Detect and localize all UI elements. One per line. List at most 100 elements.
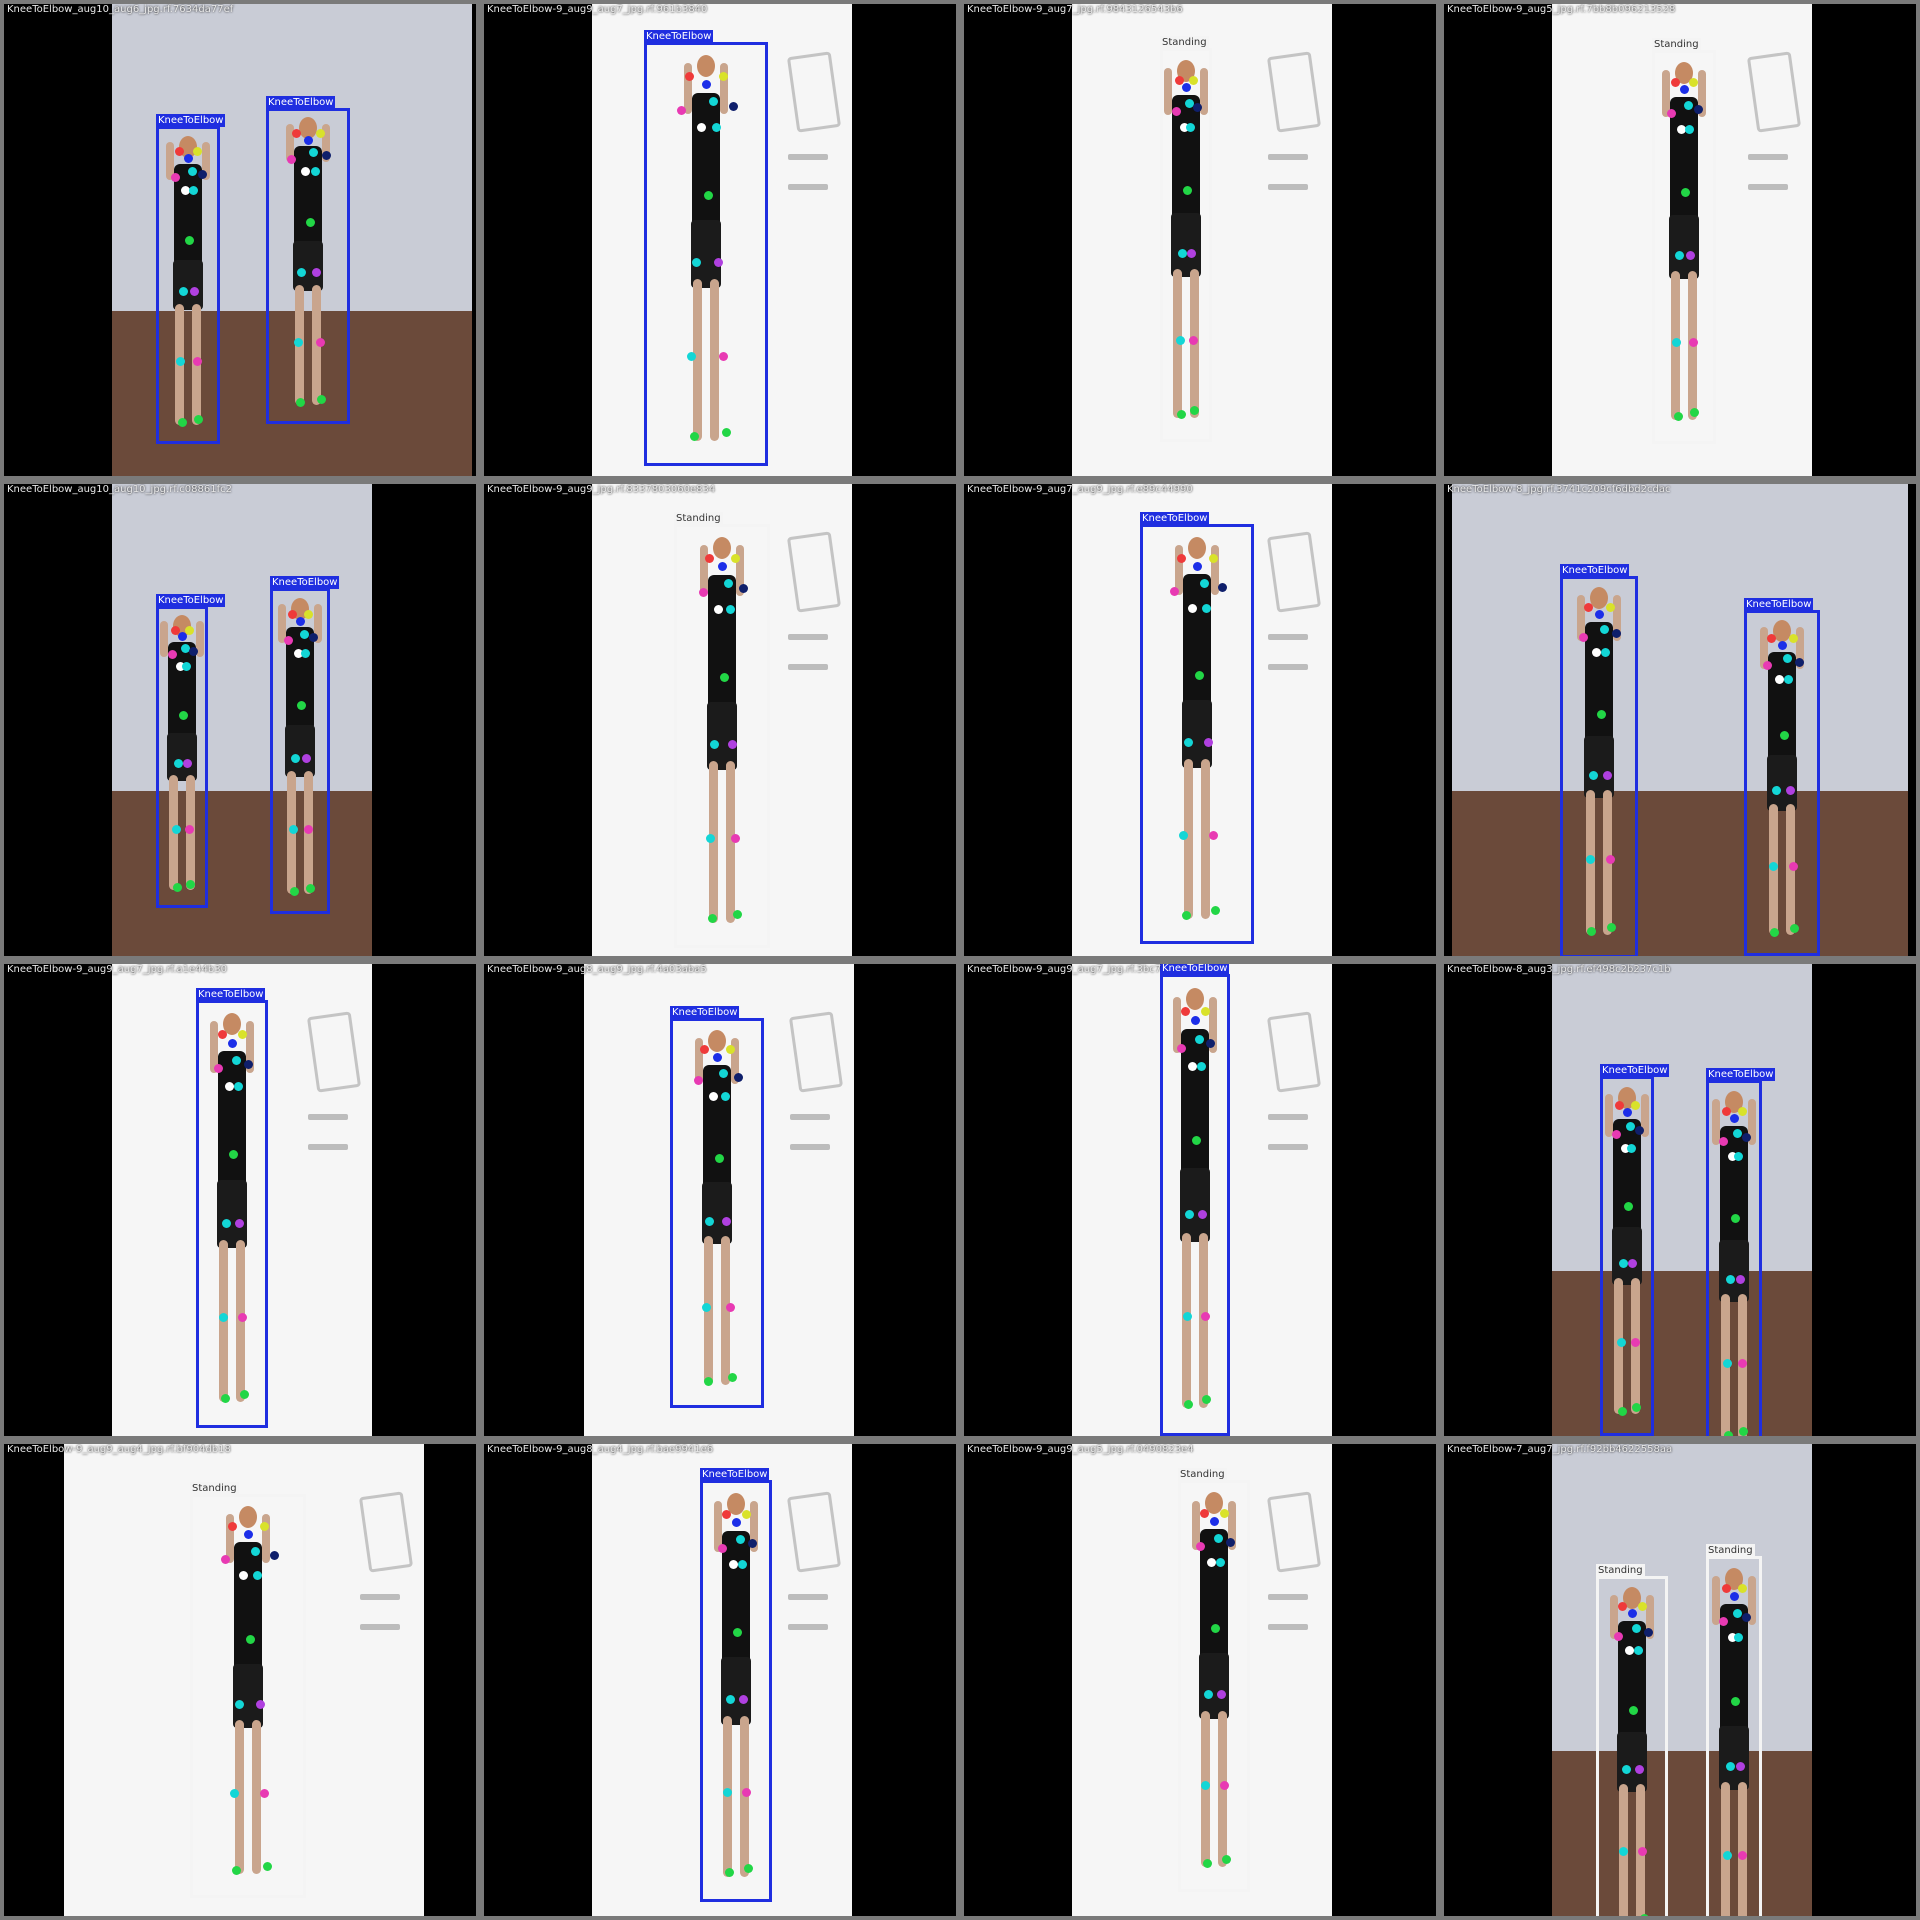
mosaic-tile: KneeToElbow KneeToElbow-9_aug9_aug7_jpg.r… (4, 964, 476, 1436)
pose-keypoint (697, 122, 707, 132)
pose-keypoint (1599, 625, 1609, 635)
pose-keypoint (1788, 633, 1798, 643)
watermark-scribble (308, 1144, 348, 1150)
pose-keypoint (1723, 1358, 1733, 1368)
tile-filename: KneeToElbow-9_aug5_jpg.rf.7bb8b096213528 (1447, 4, 1676, 15)
pose-keypoint (1193, 562, 1202, 571)
pose-keypoint (1196, 1062, 1206, 1072)
pose-keypoint (288, 825, 298, 835)
person-shorts (702, 1181, 732, 1245)
pose-keypoint (305, 883, 315, 893)
tile-filename: KneeToElbow-9_aug8_aug9_jpg.rf.4a03aba5 (487, 964, 707, 975)
pose-keypoint (170, 626, 180, 636)
pose-keypoint (1738, 1427, 1748, 1436)
pose-keypoint (1186, 122, 1196, 132)
person-head (299, 117, 317, 140)
pose-keypoint (714, 604, 724, 614)
pose-keypoint (1771, 785, 1781, 795)
tile-filename: KneeToElbow_aug10_aug6_jpg.rf.7634da77ef (7, 4, 234, 15)
mosaic-tile: KneeToElbow KneeToElbow KneeToElbow-8_jpg.… (1444, 484, 1916, 956)
pose-keypoint (1785, 785, 1795, 795)
tile-filename: KneeToElbow-9_aug7_jpg.rf.9843126543b6 (967, 4, 1183, 15)
pose-keypoint (717, 1543, 727, 1553)
mosaic-tile: KneeToElbow KneeToElbow-9_aug8_aug4_jpg.r… (484, 1444, 956, 1916)
pose-keypoint (1683, 101, 1693, 111)
detection-box: KneeToElbow (644, 30, 768, 466)
pose-keypoint (228, 1038, 237, 1048)
mosaic-tile: KneeToElbow KneeToElbow KneeToElbow_aug10_… (4, 4, 476, 476)
pose-keypoint (1591, 648, 1601, 658)
pose-keypoint (1225, 1537, 1235, 1547)
watermark-scribble (788, 184, 828, 190)
pose-keypoint (1217, 1690, 1227, 1700)
person-arm (1192, 1500, 1200, 1551)
background-floor (1452, 790, 1908, 956)
pose-keypoint (1202, 604, 1212, 613)
person-arm (1641, 1094, 1649, 1138)
pose-keypoint (1202, 1395, 1212, 1405)
pose-keypoint (1185, 99, 1195, 109)
pose-keypoint (178, 632, 187, 642)
background-wall (112, 484, 372, 791)
pose-keypoint (1195, 1034, 1205, 1044)
pose-keypoint (726, 1695, 736, 1705)
pose-keypoint (309, 632, 319, 642)
detection-box: KneeToElbow (196, 988, 268, 1428)
person-shorts (1584, 736, 1614, 798)
person-arm (262, 1514, 270, 1563)
detection-label: Standing (1652, 38, 1701, 51)
pose-keypoint (1617, 1406, 1627, 1416)
person-leg (710, 279, 719, 441)
pose-keypoint (213, 1064, 223, 1074)
pose-keypoint (713, 1053, 722, 1062)
detection-box: Standing (190, 1482, 306, 1898)
person-arm (1662, 69, 1670, 117)
person-arm (202, 141, 210, 181)
mosaic-tile: KneeToElbow KneeToElbow-9_aug9_aug7_jpg.r… (484, 4, 956, 476)
pose-keypoint (260, 1788, 270, 1798)
person-shorts (1719, 1240, 1749, 1302)
person-head (239, 1506, 257, 1529)
person-arm (1748, 1576, 1756, 1625)
pose-keypoint (1218, 583, 1228, 592)
person-shorts (233, 1663, 263, 1729)
person-shorts (285, 724, 315, 778)
pose-keypoint (176, 357, 186, 367)
pose-keypoint (181, 644, 191, 654)
mosaic-tile: KneeToElbow KneeToElbow-9_aug8_aug9_jpg.r… (484, 964, 956, 1436)
person-leg (1738, 1782, 1747, 1916)
detection-label: KneeToElbow (196, 988, 266, 1001)
person-figure (644, 42, 768, 466)
pose-keypoint (1195, 671, 1205, 681)
pose-keypoint (1742, 1612, 1752, 1622)
pose-keypoint (225, 1081, 235, 1091)
pose-keypoint (1737, 1106, 1747, 1116)
pose-keypoint (1601, 648, 1611, 658)
person-head (697, 54, 715, 77)
pose-keypoint (1667, 109, 1677, 119)
pose-keypoint (1202, 1859, 1212, 1869)
person-shorts (1767, 755, 1797, 811)
pose-keypoint (1762, 661, 1772, 671)
person-shorts (1171, 213, 1201, 277)
pose-keypoint (295, 397, 305, 407)
pose-keypoint (687, 351, 697, 361)
pose-keypoint (1170, 587, 1180, 597)
person-leg (726, 761, 735, 923)
pose-keypoint (262, 1861, 272, 1871)
pose-keypoint (1742, 1133, 1752, 1143)
background-floor (64, 1750, 424, 1916)
pose-keypoint (317, 394, 327, 404)
watermark-scribble (360, 1594, 400, 1600)
person-arm (1712, 1576, 1720, 1625)
pose-keypoint (733, 910, 743, 920)
pose-keypoint (709, 97, 719, 107)
pose-keypoint (1737, 1584, 1747, 1594)
pose-keypoint (1181, 910, 1191, 920)
pose-keypoint (253, 1570, 263, 1580)
background-floor (112, 790, 372, 956)
pose-keypoint (1688, 77, 1698, 87)
pose-keypoint (181, 185, 191, 195)
pose-keypoint (239, 1570, 249, 1580)
detection-label: Standing (1160, 36, 1209, 49)
